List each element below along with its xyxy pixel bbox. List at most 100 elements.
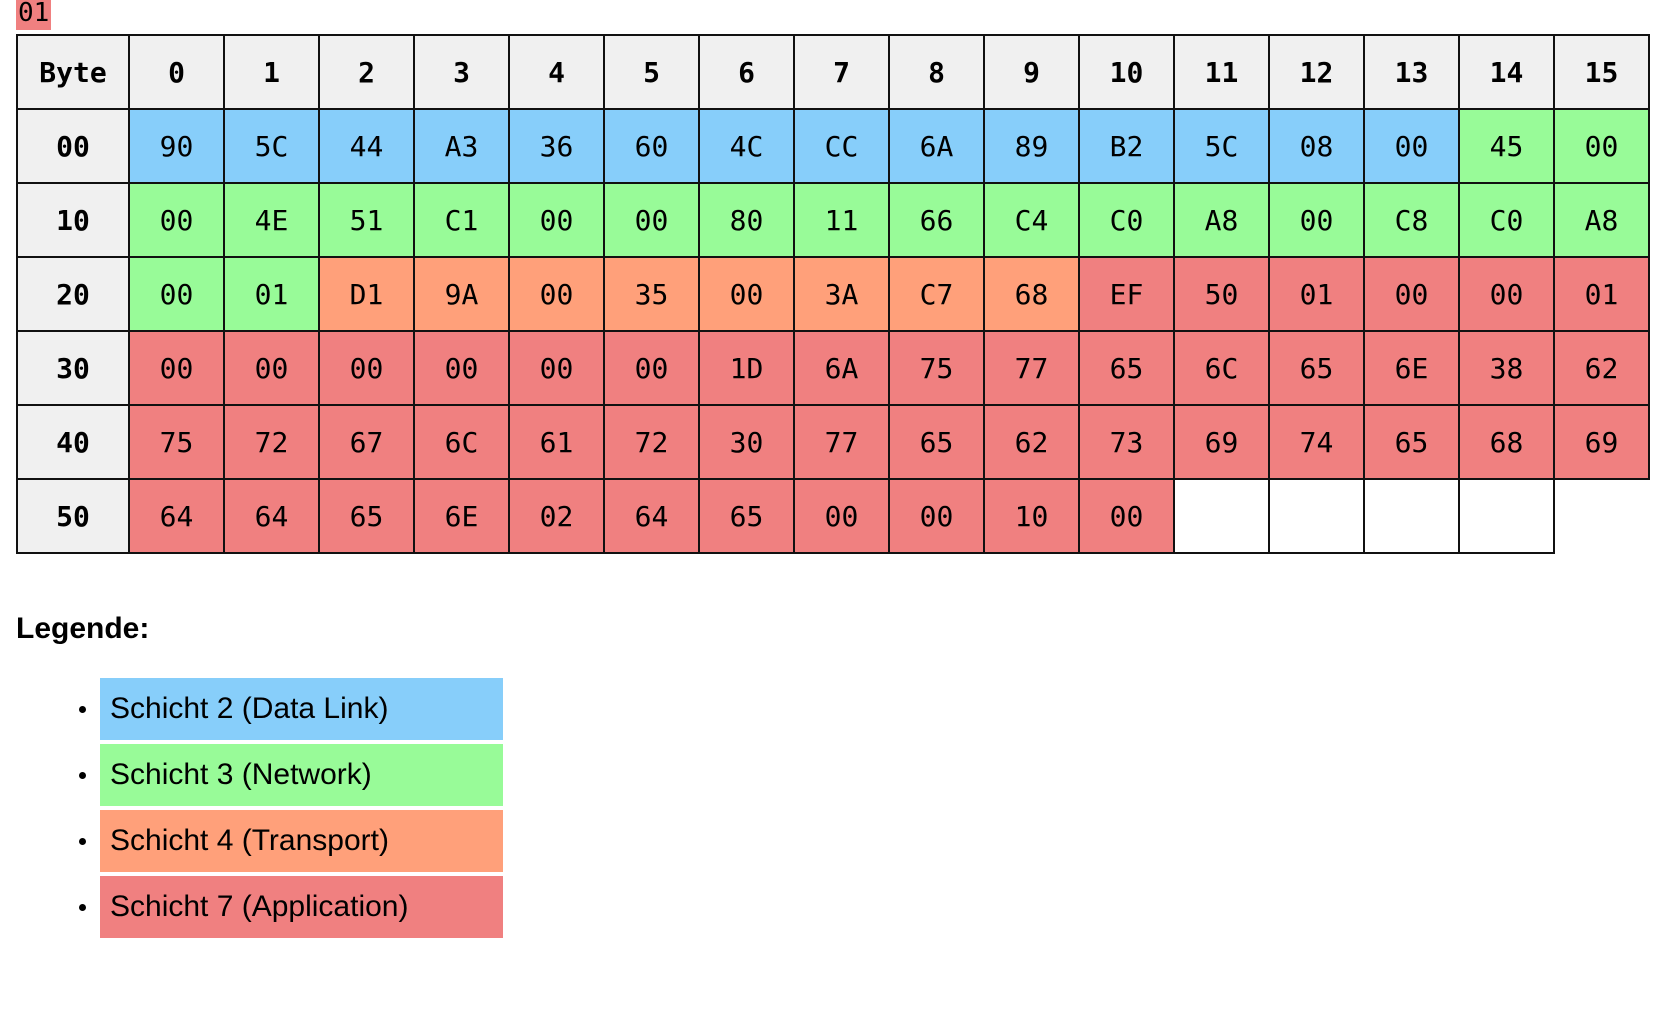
byte-cell: 64	[603, 478, 700, 554]
legend-item: Schicht 7 (Application)	[100, 876, 503, 938]
byte-cell: 69	[1553, 404, 1650, 480]
byte-cell: CC	[793, 108, 890, 184]
byte-cell: 00	[603, 182, 700, 258]
byte-cell: 11	[793, 182, 890, 258]
byte-cell: 74	[1268, 404, 1365, 480]
empty-byte-cell	[1458, 478, 1555, 554]
byte-cell: 64	[128, 478, 225, 554]
byte-cell: 00	[508, 256, 605, 332]
byte-cell: 00	[508, 330, 605, 406]
hex-table-header: Byte 0 1 2 3 4 5 6 7 8 9 10 11 12 13 14 15	[16, 34, 1650, 110]
byte-cell: 65	[318, 478, 415, 554]
byte-cell: A8	[1173, 182, 1270, 258]
byte-cell: 50	[1173, 256, 1270, 332]
byte-cell: 90	[128, 108, 225, 184]
row-offset-header: 00	[16, 108, 130, 184]
byte-cell: 65	[698, 478, 795, 554]
byte-cell: 00	[1553, 108, 1650, 184]
row-offset-header: 30	[16, 330, 130, 406]
byte-cell: 61	[508, 404, 605, 480]
legend-swatch-label: Schicht 7 (Application)	[100, 876, 503, 938]
byte-cell: 65	[1363, 404, 1460, 480]
byte-cell: 00	[1363, 108, 1460, 184]
byte-cell: 5C	[223, 108, 320, 184]
legend-swatch-label: Schicht 2 (Data Link)	[100, 678, 503, 740]
row-offset-header: 10	[16, 182, 130, 258]
table-row: 00 90 5C 44 A3 36 60 4C CC 6A 89 B2 5C 08 00 45 00	[16, 108, 1650, 184]
column-header-cell: 10	[1078, 34, 1175, 110]
byte-cell: 00	[603, 330, 700, 406]
byte-cell: 00	[318, 330, 415, 406]
byte-cell: 9A	[413, 256, 510, 332]
byte-cell: 75	[888, 330, 985, 406]
legend-item: Schicht 3 (Network)	[100, 744, 503, 806]
byte-cell: C4	[983, 182, 1080, 258]
byte-cell: 02	[508, 478, 605, 554]
byte-cell: 00	[698, 256, 795, 332]
byte-cell: 65	[888, 404, 985, 480]
column-header-cell: 14	[1458, 34, 1555, 110]
byte-cell: 51	[318, 182, 415, 258]
byte-cell: 00	[413, 330, 510, 406]
legend-item: Schicht 2 (Data Link)	[100, 678, 503, 740]
legend-item: Schicht 4 (Transport)	[100, 810, 503, 872]
hex-dump-table: Byte 0 1 2 3 4 5 6 7 8 9 10 11 12 13 14 15 00 90 5C 44 A3 36…	[16, 34, 1650, 554]
empty-byte-cell	[1363, 478, 1460, 554]
byte-cell: 69	[1173, 404, 1270, 480]
byte-cell: 89	[983, 108, 1080, 184]
byte-cell: 72	[223, 404, 320, 480]
byte-cell: A3	[413, 108, 510, 184]
byte-cell: 4E	[223, 182, 320, 258]
byte-cell: 6E	[413, 478, 510, 554]
byte-cell: 4C	[698, 108, 795, 184]
column-header-cell: 7	[793, 34, 890, 110]
byte-cell: 80	[698, 182, 795, 258]
column-header-cell: 8	[888, 34, 985, 110]
byte-cell: 30	[698, 404, 795, 480]
byte-cell: 36	[508, 108, 605, 184]
byte-cell: 00	[128, 256, 225, 332]
byte-cell: C8	[1363, 182, 1460, 258]
byte-cell: 65	[1078, 330, 1175, 406]
byte-cell: 62	[1553, 330, 1650, 406]
byte-cell: 6C	[1173, 330, 1270, 406]
column-header-row: Byte 0 1 2 3 4 5 6 7 8 9 10 11 12 13 14 15	[16, 34, 1650, 110]
hex-table-body: 00 90 5C 44 A3 36 60 4C CC 6A 89 B2 5C 08 00 45 00 10 00 4E…	[16, 108, 1650, 554]
byte-cell: 75	[128, 404, 225, 480]
column-header-cell: 9	[983, 34, 1080, 110]
byte-cell: 08	[1268, 108, 1365, 184]
byte-cell: 00	[1078, 478, 1175, 554]
corner-header-cell: Byte	[16, 34, 130, 110]
byte-cell: 68	[983, 256, 1080, 332]
byte-cell: 45	[1458, 108, 1555, 184]
column-header-cell: 15	[1553, 34, 1650, 110]
byte-cell: 6A	[888, 108, 985, 184]
byte-cell: C0	[1458, 182, 1555, 258]
table-row: 20 00 01 D1 9A 00 35 00 3A C7 68 EF 50 01 00 00 01	[16, 256, 1650, 332]
column-header-cell: 0	[128, 34, 225, 110]
byte-cell: 67	[318, 404, 415, 480]
byte-cell: 73	[1078, 404, 1175, 480]
byte-cell: 60	[603, 108, 700, 184]
byte-cell: 00	[1458, 256, 1555, 332]
byte-cell: D1	[318, 256, 415, 332]
byte-cell: 38	[1458, 330, 1555, 406]
byte-cell: 00	[1363, 256, 1460, 332]
column-header-cell: 2	[318, 34, 415, 110]
row-offset-header: 50	[16, 478, 130, 554]
byte-cell: 00	[128, 182, 225, 258]
byte-cell: A8	[1553, 182, 1650, 258]
byte-cell: 00	[223, 330, 320, 406]
byte-cell: 01	[223, 256, 320, 332]
column-header-cell: 6	[698, 34, 795, 110]
byte-cell: 35	[603, 256, 700, 332]
byte-cell: 00	[888, 478, 985, 554]
byte-cell: 00	[508, 182, 605, 258]
byte-cell: 01	[1268, 256, 1365, 332]
byte-cell: 00	[128, 330, 225, 406]
byte-cell: EF	[1078, 256, 1175, 332]
byte-cell: 72	[603, 404, 700, 480]
byte-cell: 6E	[1363, 330, 1460, 406]
byte-cell: 3A	[793, 256, 890, 332]
byte-cell: 00	[1268, 182, 1365, 258]
